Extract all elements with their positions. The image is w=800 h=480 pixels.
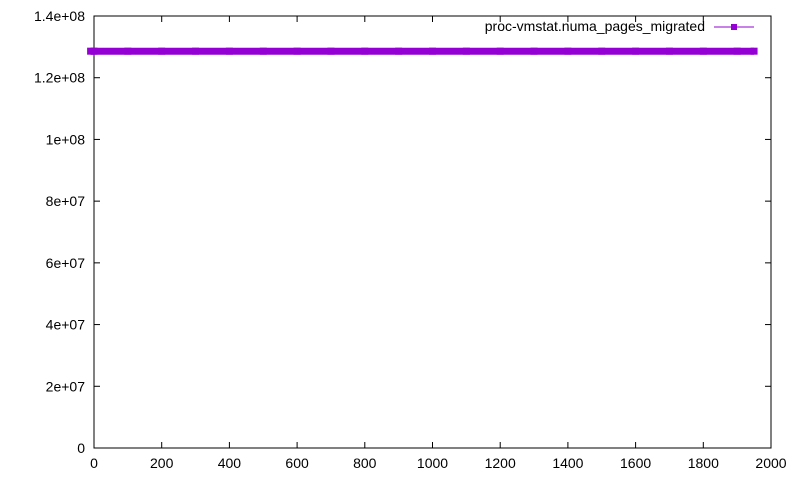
x-tick-label: 1400 [552, 455, 583, 471]
y-axis: 0 2e+07 4e+07 6e+07 8e+07 1e+08 1.2e+08 1.4e+08 [34, 8, 771, 456]
x-tick-label: 1600 [620, 455, 651, 471]
series-layer [87, 47, 758, 55]
data-point [293, 47, 301, 55]
data-point [733, 47, 741, 55]
y-tick-label: 6e+07 [46, 255, 86, 271]
x-tick-label: 1000 [417, 455, 448, 471]
x-tick-label: 600 [285, 455, 309, 471]
legend: proc-vmstat.numa_pages_migrated [485, 18, 754, 34]
data-point [699, 47, 707, 55]
data-point [158, 47, 166, 55]
x-tick-label: 400 [218, 455, 242, 471]
data-point [225, 47, 233, 55]
data-point [665, 47, 673, 55]
data-point [327, 47, 335, 55]
data-point [192, 47, 200, 55]
data-point [530, 47, 538, 55]
legend-label: proc-vmstat.numa_pages_migrated [485, 18, 705, 34]
x-tick-label: 0 [90, 455, 98, 471]
data-point [496, 47, 504, 55]
data-point [90, 47, 98, 55]
x-tick-label: 1800 [688, 455, 719, 471]
data-point [124, 47, 132, 55]
x-tick-label: 1200 [485, 455, 516, 471]
x-tick-label: 200 [150, 455, 174, 471]
y-tick-label: 8e+07 [46, 193, 86, 209]
x-tick-label: 2000 [755, 455, 786, 471]
y-tick-label: 4e+07 [46, 317, 86, 333]
data-point [598, 47, 606, 55]
y-tick-label: 2e+07 [46, 378, 86, 394]
data-point [750, 47, 758, 55]
data-point [429, 47, 436, 55]
y-tick-label: 1.4e+08 [34, 8, 85, 24]
data-point [462, 47, 470, 55]
data-point [259, 47, 267, 55]
legend-marker [731, 24, 737, 30]
data-point [632, 47, 640, 55]
x-tick-label: 800 [353, 455, 377, 471]
x-axis: 0 200 400 600 800 1000 1200 1400 1600 1800 2000 [90, 16, 787, 471]
plot-frame [93, 15, 772, 449]
data-point [564, 47, 572, 55]
y-tick-label: 0 [77, 440, 85, 456]
y-tick-label: 1e+08 [46, 131, 86, 147]
data-point [395, 47, 403, 55]
y-tick-label: 1.2e+08 [34, 70, 85, 86]
data-point [361, 47, 369, 55]
